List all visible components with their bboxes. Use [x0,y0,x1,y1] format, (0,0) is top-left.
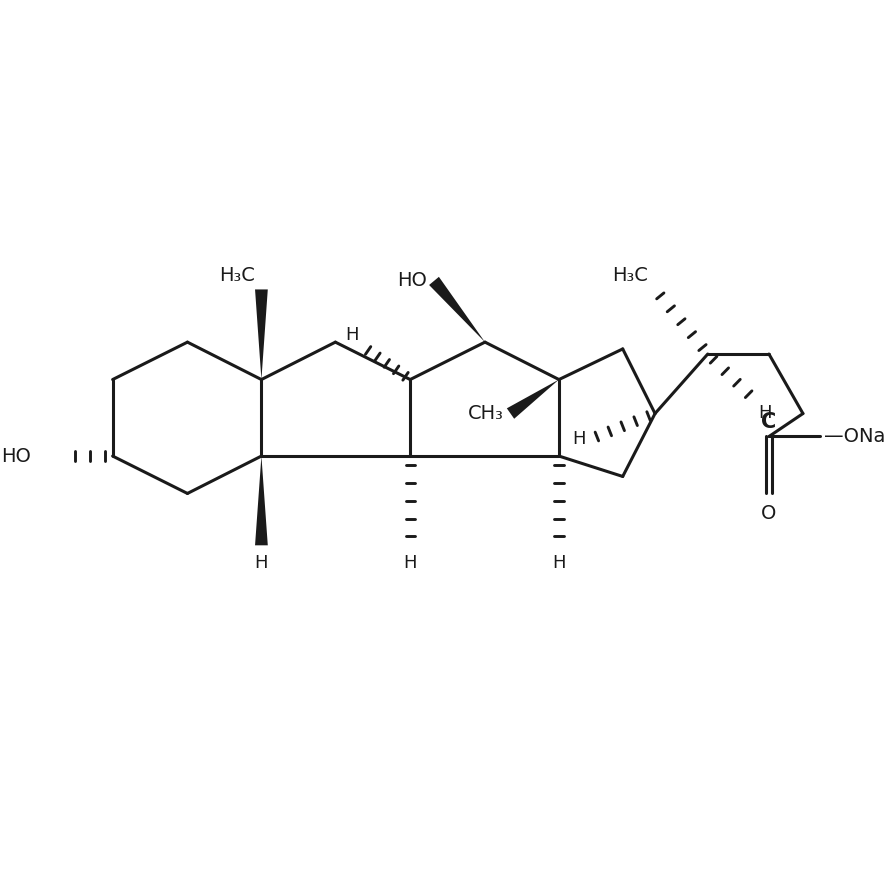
Text: H: H [255,554,268,571]
Text: H: H [403,554,417,571]
Text: H: H [345,326,360,344]
Polygon shape [255,289,268,379]
Polygon shape [255,456,268,546]
Text: C: C [761,412,777,433]
Text: H₃C: H₃C [219,266,255,285]
Text: H: H [758,404,772,422]
Text: O: O [761,504,777,522]
Text: HO: HO [397,271,427,290]
Text: H₃C: H₃C [612,266,648,285]
Text: H: H [552,554,566,571]
Polygon shape [429,277,485,342]
Text: CH₃: CH₃ [468,404,504,423]
Text: H: H [572,430,587,448]
Polygon shape [506,379,559,419]
Text: —ONa: —ONa [824,427,886,446]
Text: HO: HO [1,447,31,465]
